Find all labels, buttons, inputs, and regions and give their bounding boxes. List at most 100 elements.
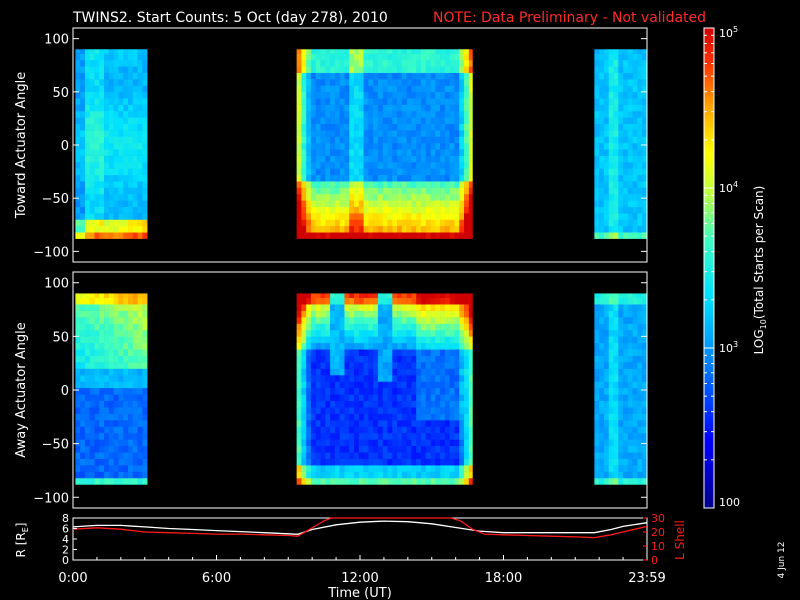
heatmap-cell — [349, 445, 355, 453]
heatmap-cell — [349, 426, 355, 434]
heatmap-cell — [627, 362, 633, 369]
heatmap-cell — [330, 368, 336, 376]
heatmap-cell — [608, 123, 614, 131]
heatmap-cell — [306, 79, 312, 86]
heatmap-cell — [80, 66, 86, 73]
heatmap-cell — [104, 174, 110, 182]
heatmap-cell — [416, 206, 422, 214]
heatmap-cell — [406, 368, 412, 376]
heatmap-cell — [464, 79, 470, 86]
heatmap-cell — [468, 426, 473, 434]
colorbar-label: LOG10(Total Starts per Scan) — [752, 186, 768, 355]
heatmap-cell — [468, 336, 473, 344]
heatmap-cell — [623, 368, 629, 376]
heatmap-cell — [123, 304, 129, 311]
heatmap-cell — [464, 317, 470, 324]
heatmap-cell — [128, 187, 134, 195]
heatmap-cell — [315, 477, 321, 485]
heatmap-cell — [363, 413, 369, 421]
heatmap-cell — [334, 452, 340, 459]
heatmap-cell — [632, 200, 638, 207]
heatmap-cell — [449, 362, 455, 369]
heatmap-cell — [623, 91, 629, 99]
heatmap-cell — [594, 187, 600, 195]
heatmap-cell — [444, 465, 450, 472]
heatmap-cell — [142, 471, 148, 479]
heatmap-cell — [330, 342, 336, 350]
heatmap-cell — [320, 59, 326, 67]
heatmap-cell — [75, 59, 81, 67]
heatmap-cell — [132, 232, 138, 239]
heatmap-cell — [306, 206, 312, 214]
heatmap-cell — [440, 225, 446, 233]
heatmap-cell — [113, 445, 119, 453]
heatmap-cell — [99, 193, 105, 201]
heatmap-cell — [454, 149, 460, 156]
heatmap-cell — [459, 232, 465, 239]
heatmap-cell — [613, 471, 619, 479]
heatmap-cell — [113, 130, 119, 137]
heatmap-cell — [94, 136, 100, 144]
heatmap-cell — [425, 225, 431, 233]
heatmap-cell — [623, 142, 629, 150]
heatmap-cell — [637, 219, 643, 227]
heatmap-cell — [320, 149, 326, 156]
heatmap-cell — [454, 407, 460, 414]
heatmap-cell — [368, 387, 374, 395]
heatmap-cell — [363, 232, 369, 239]
heatmap-cell — [354, 232, 360, 239]
heatmap-cell — [608, 407, 614, 414]
heatmap-cell — [425, 98, 431, 105]
heatmap-cell — [599, 168, 605, 176]
heatmap-cell — [325, 420, 331, 427]
heatmap-cell — [468, 477, 473, 485]
heatmap-cell — [89, 336, 95, 344]
heatmap-cell — [401, 117, 407, 125]
heatmap-cell — [358, 117, 364, 125]
heatmap-cell — [416, 471, 422, 479]
heatmap-cell — [435, 381, 441, 389]
heatmap-cell — [123, 293, 129, 299]
heatmap-cell — [132, 219, 138, 227]
heatmap-cell — [373, 336, 379, 344]
heatmap-cell — [363, 49, 369, 54]
heatmap-cell — [334, 79, 340, 86]
heatmap-cell — [425, 297, 431, 305]
heatmap-cell — [627, 117, 633, 125]
heatmap-cell — [113, 304, 119, 311]
heatmap-cell — [301, 477, 307, 485]
heatmap-cell — [310, 420, 317, 427]
heatmap-cell — [75, 91, 81, 99]
heatmap-cell — [339, 49, 345, 54]
heatmap-cell — [113, 117, 119, 125]
heatmap-cell — [344, 66, 350, 73]
heatmap-cell — [325, 193, 331, 201]
heatmap-cell — [603, 387, 610, 395]
heatmap-cell — [113, 187, 119, 195]
heatmap-cell — [104, 142, 110, 150]
heatmap-cell — [301, 445, 307, 453]
heatmap-cell — [430, 123, 436, 131]
heatmap-cell — [320, 225, 326, 233]
heatmap-cell — [142, 420, 148, 427]
heatmap-cell — [132, 110, 138, 118]
heatmap-cell — [632, 98, 638, 105]
heatmap-cell — [397, 471, 403, 479]
heatmap-cell — [627, 458, 633, 466]
heatmap-cell — [599, 439, 605, 447]
heatmap-cell — [392, 85, 398, 93]
heatmap-cell — [128, 426, 134, 434]
heatmap-cell — [430, 162, 436, 169]
heatmap-cell — [637, 213, 643, 220]
heatmap-cell — [358, 368, 364, 376]
heatmap-cell — [325, 304, 331, 311]
heatmap-cell — [392, 59, 398, 67]
heatmap-cell — [401, 162, 407, 169]
heatmap-cell — [608, 374, 614, 382]
heatmap-cell — [599, 187, 605, 195]
heatmap-cell — [387, 407, 393, 414]
heatmap-cell — [296, 349, 302, 356]
heatmap-cell — [113, 426, 119, 434]
heatmap-cell — [430, 394, 436, 402]
heatmap-cell — [142, 368, 148, 376]
